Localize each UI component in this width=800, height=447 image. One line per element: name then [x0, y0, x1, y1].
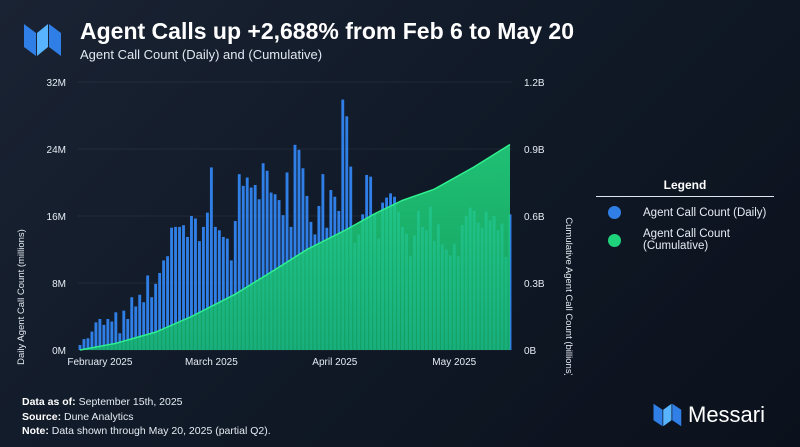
daily-bar [221, 236, 225, 350]
daily-bar [138, 294, 142, 350]
messari-logo-icon [24, 24, 61, 56]
daily-bar [237, 174, 241, 350]
chart-title: Agent Calls up +2,688% from Feb 6 to May… [80, 18, 575, 44]
messari-brand-icon [653, 403, 682, 427]
legend-item-cumulative: Agent Call Count (Cumulative) [596, 228, 774, 252]
daily-bar [178, 226, 181, 350]
daily-bar [154, 283, 158, 350]
daily-bar [341, 99, 345, 351]
y-left-tick-label: 16M [47, 212, 66, 223]
daily-bar [233, 221, 237, 350]
daily-bar [142, 302, 146, 350]
daily-bar [170, 227, 174, 350]
brand-name: Messari [688, 402, 766, 427]
brand: Messari [652, 402, 765, 428]
chart-subtitle: Agent Call Count (Daily) and (Cumulative… [80, 47, 323, 62]
daily-bar [98, 319, 102, 350]
daily-bar [126, 319, 130, 350]
legend-label-daily: Agent Call Count (Daily) [643, 206, 767, 219]
daily-bar [150, 297, 154, 350]
daily-bar [146, 275, 150, 350]
daily-bar [190, 216, 193, 350]
x-tick-label: February 2025 [67, 357, 132, 368]
y-axis-right-label: Cumulative Agent Call Count (billions) [563, 217, 574, 375]
daily-bar [245, 177, 249, 350]
daily-bar [122, 310, 126, 350]
daily-bar [162, 260, 166, 350]
daily-bar [225, 238, 229, 350]
daily-bar [182, 225, 185, 350]
daily-bar [205, 212, 209, 350]
cumulative-area [79, 144, 511, 350]
daily-bar [78, 344, 82, 350]
x-tick-label: March 2025 [185, 357, 238, 368]
data-note: Note: Data shown through May 20, 2025 (p… [22, 425, 271, 437]
daily-bar [209, 167, 213, 350]
daily-bar [174, 226, 177, 350]
daily-bar [241, 185, 245, 350]
daily-bar [198, 241, 201, 350]
daily-bar [110, 321, 114, 350]
y-left-tick-label: 0M [52, 346, 66, 357]
daily-bar [297, 149, 301, 350]
y-right-tick-label: 0.9B [524, 145, 545, 156]
daily-bar [257, 199, 261, 350]
data-as-of: Data as of: September 15th, 2025 [22, 396, 183, 408]
daily-bar [134, 306, 138, 350]
daily-bar [249, 187, 253, 350]
daily-bar [158, 272, 162, 350]
legend-daily-dot-icon [608, 206, 621, 219]
daily-bar [114, 312, 118, 350]
daily-bar [217, 230, 221, 350]
daily-bar [166, 256, 170, 350]
x-tick-label: April 2025 [312, 357, 357, 368]
daily-bar [253, 185, 257, 350]
data-source: Source: Dune Analytics [22, 410, 134, 423]
header: Agent Calls up +2,688% from Feb 6 to May… [0, 0, 800, 70]
daily-bar [213, 226, 217, 350]
y-left-tick-label: 32M [47, 78, 66, 89]
y-right-tick-label: 1.2B [524, 78, 545, 89]
daily-bar [186, 236, 189, 350]
daily-bar [106, 319, 110, 350]
daily-bar [102, 324, 106, 350]
daily-bar [265, 170, 269, 350]
y-left-tick-label: 24M [47, 145, 66, 156]
y-right-tick-label: 0.6B [524, 212, 545, 223]
legend-label-cumulative: Agent Call Count (Cumulative) [643, 228, 730, 252]
y-right-tick-label: 0B [524, 346, 537, 357]
y-axis-left-label: Daily Agent Call Count (millions) [16, 229, 27, 365]
legend: Legend Agent Call Count (Daily) Agent Ca… [596, 178, 774, 252]
daily-bar [94, 322, 98, 350]
daily-bar [82, 339, 86, 350]
daily-bar [86, 338, 90, 350]
cumulative-line [79, 143, 511, 351]
footer-notes: Data as of: September 15th, 2025 Source:… [22, 395, 271, 439]
agent-calls-chart: 0M 0B 8M 0.3B 16M 0.6B 24M 0.9B 32M 1.2B February … [16, 78, 574, 375]
daily-bar [194, 218, 197, 350]
y-left-tick-label: 8M [52, 279, 66, 290]
legend-title: Legend [596, 178, 774, 197]
x-tick-label: May 2025 [432, 357, 476, 368]
daily-bar [90, 331, 94, 350]
legend-cumulative-dot-icon [608, 233, 621, 247]
daily-bar [293, 144, 297, 350]
y-right-tick-label: 0.3B [524, 279, 545, 290]
legend-item-daily: Agent Call Count (Daily) [596, 206, 774, 219]
daily-bar [261, 163, 265, 350]
daily-bar [130, 297, 134, 350]
daily-bar [201, 226, 205, 350]
